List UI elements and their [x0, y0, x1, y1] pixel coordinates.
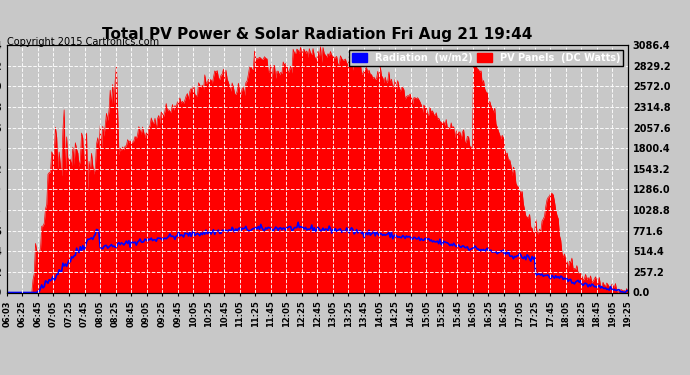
Title: Total PV Power & Solar Radiation Fri Aug 21 19:44: Total PV Power & Solar Radiation Fri Aug… — [102, 27, 533, 42]
Legend: Radiation  (w/m2), PV Panels  (DC Watts): Radiation (w/m2), PV Panels (DC Watts) — [349, 50, 623, 66]
Text: Copyright 2015 Cartronics.com: Copyright 2015 Cartronics.com — [7, 37, 159, 47]
